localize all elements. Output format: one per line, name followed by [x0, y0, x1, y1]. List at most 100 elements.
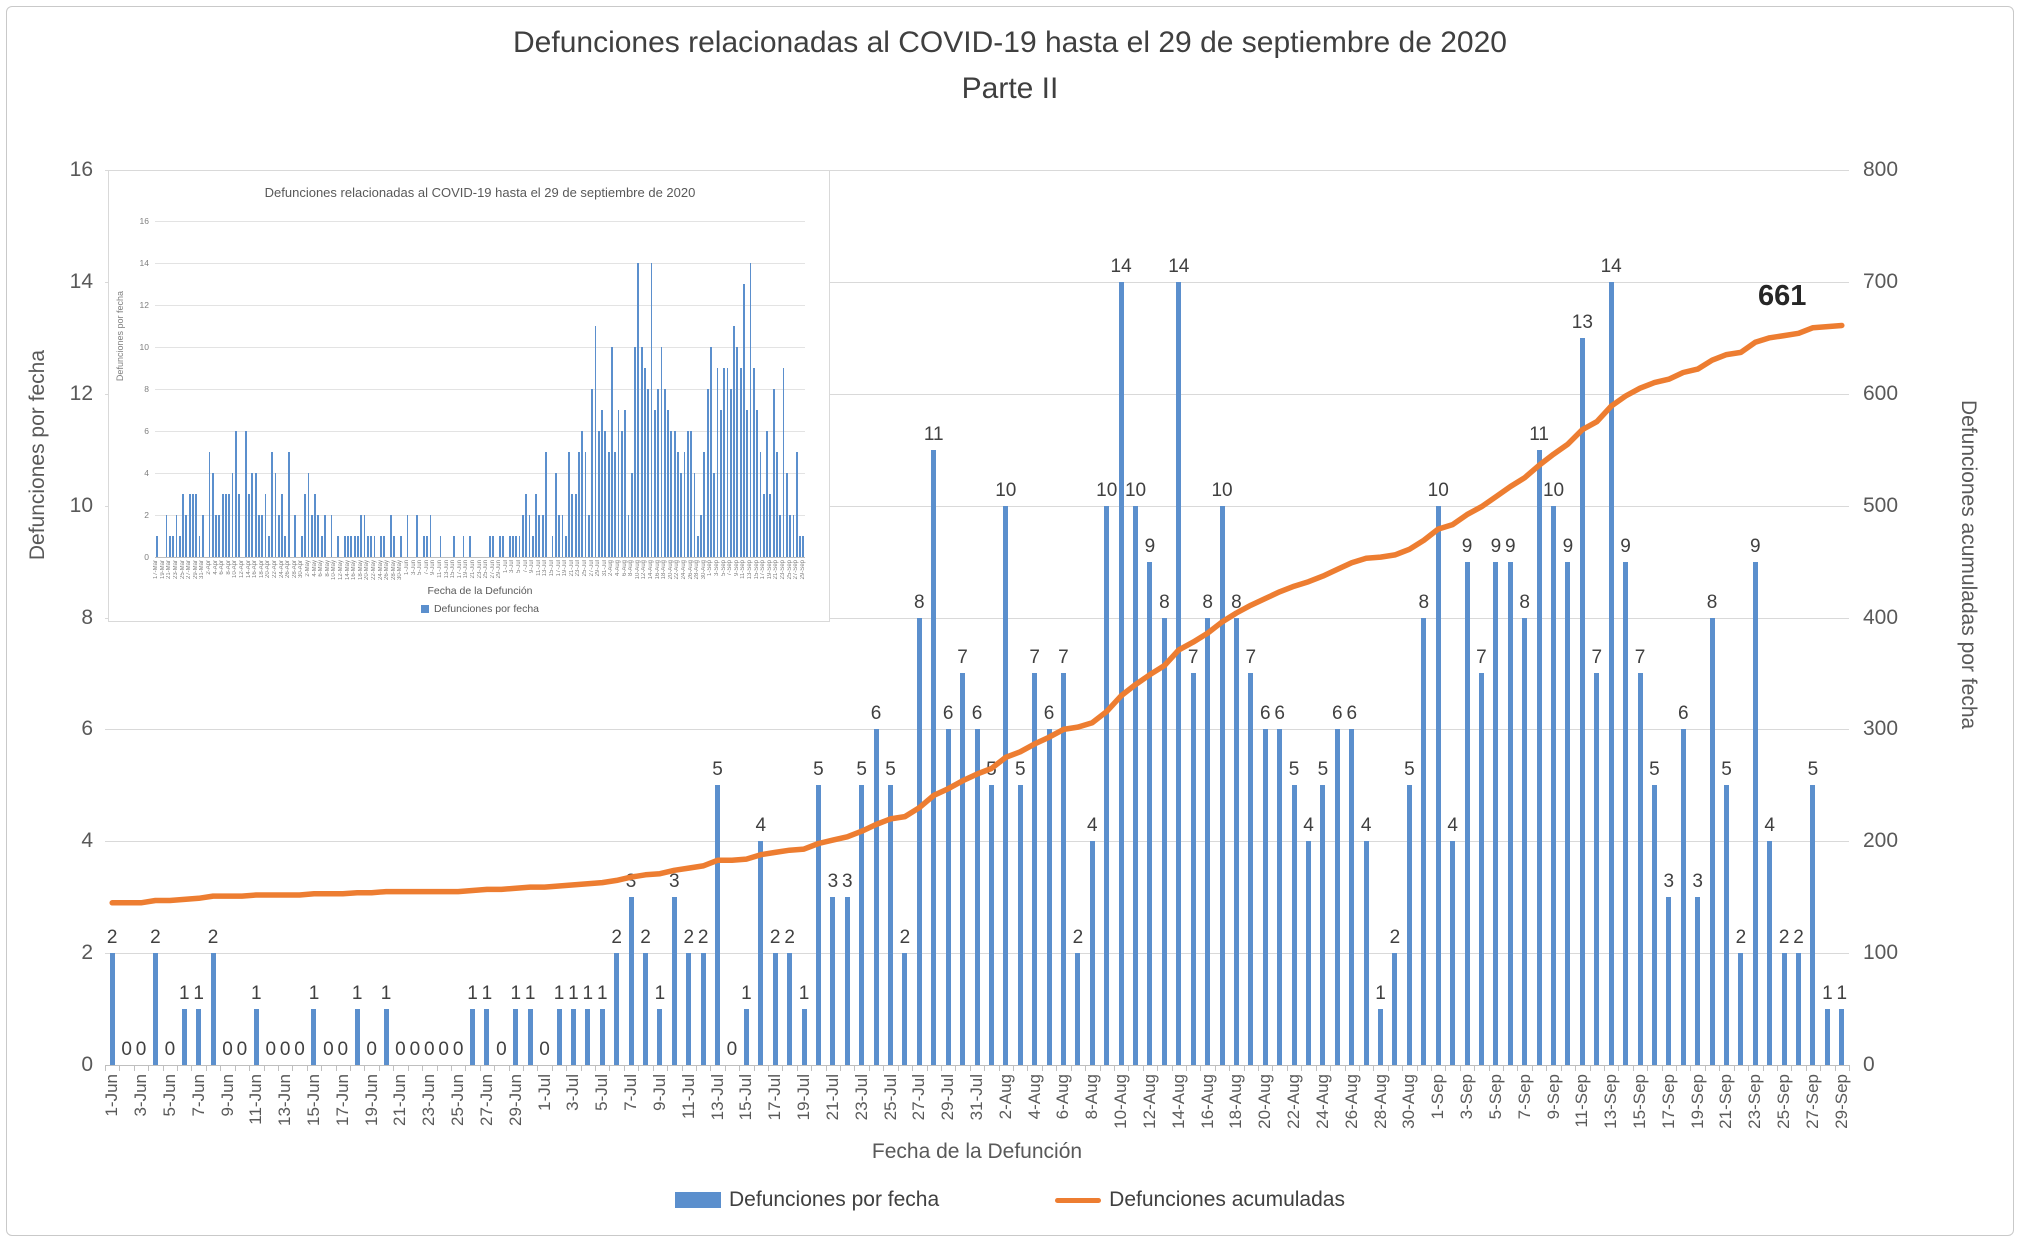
- bar-value-label: 11: [923, 423, 944, 445]
- inset-x-tick-label: 20-Aug: [667, 560, 674, 580]
- x-tick-mark: [537, 1065, 539, 1071]
- cumulative-end-label: 661: [1758, 280, 1807, 312]
- bar-value-label: 6: [1346, 703, 1358, 725]
- inset-x-tick-label: 21-Mar: [166, 560, 173, 580]
- x-tick-label: 21-Jun: [390, 1074, 410, 1126]
- y-axis-label-left: 2: [81, 941, 93, 965]
- bar-value-label: 4: [1087, 815, 1098, 837]
- x-tick-label: 25-Sep: [1774, 1074, 1794, 1129]
- x-tick-mark: [1589, 1065, 1591, 1071]
- bar-value-label: 10: [1542, 479, 1565, 501]
- bar-value-label: 7: [957, 647, 968, 669]
- bar: [830, 897, 836, 1065]
- inset-bar: [201, 515, 204, 557]
- bar: [931, 449, 937, 1065]
- bar-value-label: 5: [1649, 759, 1660, 781]
- inset-x-tick-label: 4-Apr: [212, 560, 219, 575]
- x-tick-label: 27-Jul: [909, 1074, 929, 1121]
- bar: [1565, 561, 1571, 1065]
- bar-value-label: 0: [409, 1039, 421, 1060]
- y-axis-label-right: 800: [1863, 158, 1899, 181]
- x-tick-label: 29-Sep: [1831, 1074, 1851, 1129]
- x-tick-label: 1-Sep: [1428, 1074, 1448, 1120]
- bar: [1464, 561, 1470, 1065]
- bar-value-label: 9: [1461, 535, 1473, 557]
- bar-value-label: 2: [150, 927, 161, 949]
- inset-y-axis-label: 4: [144, 468, 149, 478]
- inset-bar: [683, 452, 686, 557]
- x-tick-mark: [1128, 1065, 1130, 1071]
- bar-value-label: 10: [1096, 479, 1118, 501]
- x-tick-mark: [955, 1065, 957, 1071]
- bar: [960, 673, 966, 1065]
- inset-bar: [637, 263, 640, 557]
- x-tick-mark: [1070, 1065, 1072, 1071]
- bar-value-label: 9: [1490, 535, 1502, 557]
- y-axis-label-left: 10: [69, 493, 93, 517]
- bar-value-label: 1: [1822, 983, 1833, 1005]
- x-tick-mark: [465, 1065, 467, 1071]
- inset-bar: [584, 452, 587, 557]
- x-tick-mark: [1661, 1065, 1663, 1071]
- bar: [1392, 953, 1398, 1065]
- inset-chart-title: Defunciones relacionadas al COVID-19 has…: [264, 185, 696, 200]
- x-tick-label: 9-Sep: [1543, 1074, 1563, 1120]
- inset-bar: [155, 536, 158, 557]
- inset-bar: [564, 536, 567, 557]
- inset-x-tick-label: 15-Sep: [753, 560, 760, 580]
- inset-x-tick-label: 25-Jul: [582, 560, 589, 577]
- inset-x-tick-label: 9-Sep: [733, 560, 740, 577]
- bar: [1536, 449, 1542, 1065]
- inset-bar: [357, 536, 359, 557]
- inset-x-tick-label: 18-Apr: [258, 560, 265, 579]
- bar: [152, 953, 158, 1065]
- x-tick-label: 9-Jun: [217, 1074, 237, 1117]
- bar-value-label: 14: [1600, 255, 1622, 277]
- bar: [1767, 841, 1773, 1065]
- inset-x-tick-label: 11-Sep: [740, 560, 747, 579]
- x-tick-label: 13-Jul: [707, 1074, 727, 1121]
- bar-value-label: 2: [1793, 927, 1804, 949]
- inset-y-axis-label: 6: [144, 426, 149, 436]
- bar: [1824, 1009, 1830, 1065]
- inset-x-tick-label: 19-Sep: [766, 560, 773, 580]
- x-tick-mark: [321, 1065, 323, 1071]
- inset-bar: [653, 410, 656, 557]
- bar: [1608, 281, 1614, 1065]
- x-tick-mark: [912, 1065, 914, 1071]
- x-tick-label: 23-Jun: [419, 1074, 439, 1126]
- y-axis-label-left: 0: [81, 1053, 93, 1076]
- x-tick-mark: [407, 1065, 409, 1071]
- inset-bar: [320, 536, 323, 557]
- x-tick-label: 29-Jul: [938, 1074, 958, 1121]
- inset-bar: [693, 473, 696, 557]
- inset-x-tick-label: 25-Sep: [786, 560, 793, 580]
- legend-bar-swatch: [675, 1192, 722, 1208]
- inset-x-tick-label: 28-Aug: [694, 560, 701, 580]
- inset-bar: [627, 515, 630, 557]
- bar-value-label: 1: [1375, 983, 1386, 1005]
- inset-x-tick-label: 3-Jul: [509, 560, 516, 574]
- inset-bar: [274, 473, 277, 557]
- gridline: [105, 617, 1849, 619]
- x-tick-label: 25-Jun: [448, 1074, 468, 1126]
- bar: [470, 1009, 476, 1065]
- inset-bar: [370, 536, 372, 557]
- bar: [945, 729, 951, 1065]
- inset-bar: [330, 515, 333, 557]
- x-tick-mark: [1431, 1065, 1433, 1071]
- inset-x-tick-label: 22-Apr: [271, 560, 278, 579]
- inset-x-tick-label: 12-May: [337, 560, 344, 581]
- main-legend: Defunciones por fecha Defunciones acumul…: [0, 1188, 2020, 1212]
- x-tick-label: 2-Aug: [995, 1074, 1015, 1120]
- inset-bar: [258, 515, 260, 557]
- inset-y-axis-label: 10: [139, 342, 149, 352]
- bar-value-label: 5: [813, 759, 824, 781]
- bar-value-label: 7: [1476, 647, 1487, 669]
- inset-bar: [792, 515, 795, 557]
- inset-bar: [766, 431, 768, 557]
- x-tick-mark: [1719, 1065, 1721, 1071]
- x-tick-mark: [234, 1065, 236, 1071]
- bar-value-label: 1: [582, 983, 594, 1005]
- bar-value-label: 5: [885, 759, 896, 781]
